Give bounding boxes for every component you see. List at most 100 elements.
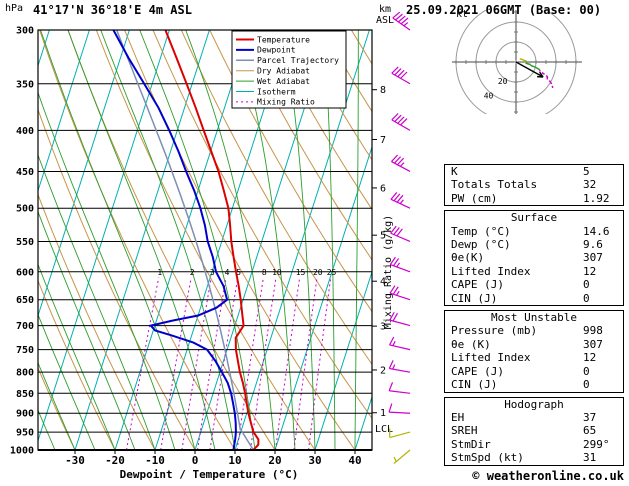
pressure-tick-label: 750 bbox=[16, 345, 34, 356]
svg-text:8: 8 bbox=[262, 268, 267, 277]
stat-label: Lifted Index bbox=[451, 351, 531, 365]
parcel-trajectory-curve bbox=[116, 30, 255, 450]
wind-barb bbox=[388, 403, 411, 414]
stat-row: CAPE (J) 0 bbox=[445, 278, 623, 291]
stat-row: Temp (°C) 14.6 bbox=[445, 225, 623, 238]
stat-table-title: Surface bbox=[510, 211, 558, 225]
stat-row: CIN (J) 0 bbox=[445, 292, 623, 305]
wind-barb bbox=[389, 285, 411, 301]
hodograph-unit-label: kt bbox=[456, 9, 468, 20]
svg-text:2: 2 bbox=[190, 268, 195, 277]
stat-row: StmDir 299° bbox=[445, 438, 623, 451]
legend-item-label: Temperature bbox=[257, 35, 310, 44]
svg-text:10: 10 bbox=[272, 268, 282, 277]
pressure-unit-label: hPa bbox=[5, 3, 24, 14]
wind-barb bbox=[391, 66, 411, 85]
pressure-tick-label: 550 bbox=[16, 237, 34, 248]
stat-row: Totals Totals 32 bbox=[445, 178, 623, 191]
temperature-curve bbox=[164, 30, 260, 450]
svg-text:15: 15 bbox=[296, 268, 306, 277]
wind-barb bbox=[388, 360, 411, 373]
pressure-tick-label: 650 bbox=[16, 295, 34, 306]
stat-table-title: Most Unstable bbox=[490, 311, 578, 325]
pressure-tick-label: 800 bbox=[16, 368, 34, 379]
svg-text:4: 4 bbox=[225, 268, 230, 277]
stat-value: 31 bbox=[583, 451, 597, 465]
svg-text:20: 20 bbox=[313, 268, 323, 277]
mixing-ratio-labels: 1 2 3 4 5 8 10 15 20 25 bbox=[157, 268, 336, 277]
stat-label: Dewp (°C) bbox=[451, 238, 511, 252]
wind-barb bbox=[389, 336, 411, 351]
legend-item-label: Mixing Ratio bbox=[257, 98, 315, 107]
legend-box bbox=[231, 30, 347, 109]
stat-label: CAPE (J) bbox=[451, 278, 504, 292]
legend-item-label: Dewpoint bbox=[257, 46, 296, 55]
dewpoint-curve bbox=[112, 30, 237, 450]
stat-value: 12 bbox=[583, 351, 597, 365]
stat-row: CIN (J) 0 bbox=[445, 378, 623, 391]
stat-label: SREH bbox=[451, 424, 478, 438]
stat-value: 14.6 bbox=[583, 224, 610, 238]
svg-text:20: 20 bbox=[498, 77, 508, 86]
stat-row: Pressure (mb) 998 bbox=[445, 324, 623, 337]
svg-text:ASL: ASL bbox=[376, 15, 394, 26]
stat-table: K 5 Totals Totals 32 PW (cm) 1.92 bbox=[444, 164, 624, 207]
stat-row: Lifted Index 12 bbox=[445, 265, 623, 278]
wind-barb bbox=[391, 113, 411, 131]
isotherm-lines bbox=[38, 30, 372, 450]
svg-text:km: km bbox=[379, 4, 391, 15]
stat-label: CIN (J) bbox=[451, 378, 498, 392]
stat-value: 9.6 bbox=[583, 238, 603, 252]
stat-row: CAPE (J) 0 bbox=[445, 365, 623, 378]
legend-item-label: Parcel Trajectory bbox=[257, 56, 339, 65]
stat-label: Temp (°C) bbox=[451, 224, 511, 238]
pressure-tick-label: 1000 bbox=[10, 446, 34, 457]
temp-axis: -30 -20 -10 0 10 20 30 40 bbox=[65, 450, 362, 467]
pressure-tick-label: 350 bbox=[16, 79, 34, 90]
stat-value: 5 bbox=[583, 165, 590, 178]
stat-row: SREH 65 bbox=[445, 424, 623, 437]
svg-text:25: 25 bbox=[327, 268, 337, 277]
legend-item-label: Isotherm bbox=[257, 87, 296, 96]
pressure-tick-label: 950 bbox=[16, 428, 34, 439]
svg-text:40: 40 bbox=[484, 91, 494, 100]
stat-table: Hodograph EH 37 SREH 65 StmDir 299° StmSpd (kt)… bbox=[444, 396, 624, 466]
wind-barb bbox=[391, 154, 411, 172]
stat-row: θe(K) 307 bbox=[445, 251, 623, 264]
stat-row: PW (cm) 1.92 bbox=[445, 192, 623, 205]
svg-text:1: 1 bbox=[380, 408, 386, 419]
station-title: 41°17'N 36°18'E 4m ASL bbox=[33, 3, 192, 17]
svg-text:5: 5 bbox=[380, 231, 386, 242]
stat-value: 0 bbox=[583, 378, 590, 392]
stat-label: EH bbox=[451, 410, 465, 424]
wind-barb bbox=[388, 382, 411, 394]
stats-panel: K 5 Totals Totals 32 PW (cm) 1.92 Surface Temp … bbox=[444, 164, 624, 470]
svg-text:40: 40 bbox=[348, 454, 361, 467]
pressure-tick-label: 450 bbox=[16, 167, 34, 178]
wind-barb bbox=[390, 192, 411, 209]
svg-text:5: 5 bbox=[236, 268, 241, 277]
stat-label: StmSpd (kt) bbox=[451, 451, 524, 465]
wind-barbs bbox=[388, 11, 411, 464]
stat-label: Totals Totals bbox=[451, 178, 538, 192]
pressure-tick-label: 400 bbox=[16, 126, 34, 137]
wind-barb bbox=[392, 11, 411, 31]
stat-row: Lifted Index 12 bbox=[445, 351, 623, 364]
stat-value: 307 bbox=[583, 251, 603, 265]
stat-label: PW (cm) bbox=[451, 191, 498, 205]
svg-text:3: 3 bbox=[210, 268, 215, 277]
stat-label: Lifted Index bbox=[451, 264, 531, 278]
stat-value: 998 bbox=[583, 324, 603, 338]
wind-barb bbox=[390, 225, 411, 242]
svg-text:6: 6 bbox=[380, 183, 386, 194]
svg-text:2: 2 bbox=[380, 365, 386, 376]
pressure-tick-label: 700 bbox=[16, 321, 34, 332]
svg-text:-30: -30 bbox=[65, 454, 85, 467]
stat-table-title: Hodograph bbox=[504, 397, 564, 411]
stat-row: Dewp (°C) 9.6 bbox=[445, 238, 623, 251]
stat-value: 37 bbox=[583, 410, 597, 424]
pressure-tick-label: 850 bbox=[16, 389, 34, 400]
